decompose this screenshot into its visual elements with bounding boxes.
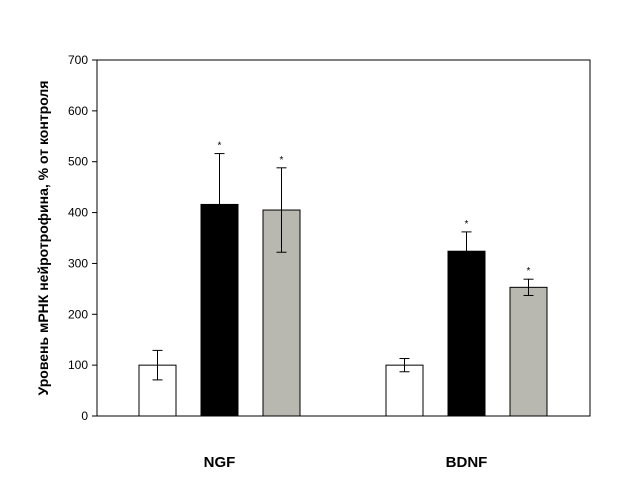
category-label-bdnf: BDNF [446, 454, 488, 471]
significance-star: * [280, 155, 284, 166]
y-tick-label: 600 [68, 104, 88, 118]
bar-bdnf-2 [447, 250, 486, 417]
y-tick-label: 700 [68, 53, 88, 67]
y-tick-label: 100 [68, 358, 88, 372]
y-tick-label: 200 [68, 307, 88, 321]
y-tick-label: 500 [68, 155, 88, 169]
y-tick-label: 300 [68, 256, 88, 270]
y-tick-label: 400 [68, 206, 88, 220]
bar-bdnf-1 [385, 364, 424, 417]
significance-star: * [465, 219, 469, 230]
y-axis-ticks: 0 100 200 300 400 500 600 700 [68, 53, 97, 423]
category-label-ngf: NGF [204, 454, 236, 471]
bars [138, 203, 548, 417]
y-axis-label: Уровень мРНК нейротрофина, % от контроля [35, 81, 51, 396]
significance-markers: * * * * [218, 141, 531, 278]
y-tick-label: 0 [81, 409, 88, 423]
significance-star: * [218, 141, 222, 152]
error-bars [152, 153, 534, 381]
significance-star: * [527, 266, 531, 277]
bar-bdnf-3 [509, 286, 548, 417]
plot-area-frame [96, 59, 591, 417]
category-labels: NGF BDNF [204, 454, 488, 471]
